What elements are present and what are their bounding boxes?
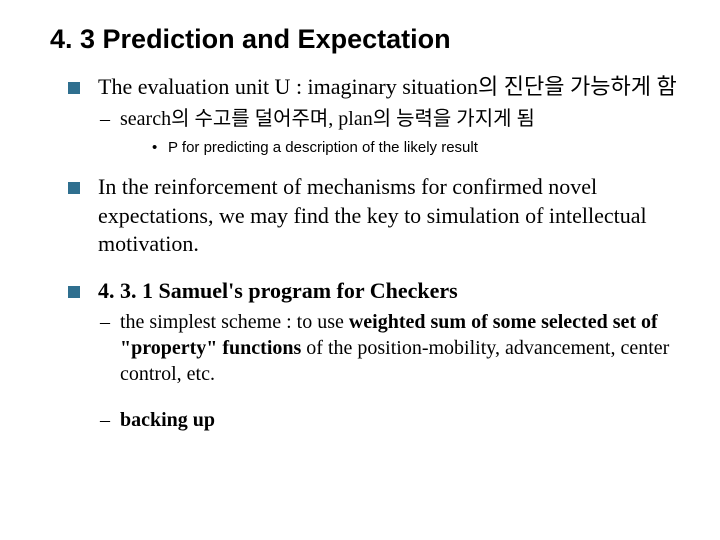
slide-root: 4. 3 Prediction and Expectation The eval… xyxy=(0,0,720,540)
bullet-level1: 4. 3. 1 Samuel's program for Checkers xyxy=(60,277,690,306)
bullet-text: backing up xyxy=(120,409,215,431)
bullet-level3: P for predicting a description of the li… xyxy=(60,138,690,158)
bullet-text: In the reinforcement of mechanisms for c… xyxy=(98,174,647,256)
bullet-text: P for predicting a description of the li… xyxy=(168,139,478,156)
bullet-level2: the simplest scheme : to use weighted su… xyxy=(60,309,690,387)
bullet-level1: The evaluation unit U : imaginary situat… xyxy=(60,73,690,102)
bullet-rich-text: the simplest scheme : to use weighted su… xyxy=(120,311,669,385)
bullet-level2: search의 수고를 덜어주며, plan의 능력을 가지게 됨 xyxy=(60,106,690,132)
slide-body: The evaluation unit U : imaginary situat… xyxy=(60,73,690,433)
bullet-text: 4. 3. 1 Samuel's program for Checkers xyxy=(98,278,458,303)
spacer xyxy=(60,391,690,405)
square-bullet-icon xyxy=(68,182,80,194)
bullet-level1: In the reinforcement of mechanisms for c… xyxy=(60,173,690,259)
square-bullet-icon xyxy=(68,286,80,298)
spacer xyxy=(60,263,690,277)
slide-title: 4. 3 Prediction and Expectation xyxy=(50,24,690,55)
square-bullet-icon xyxy=(68,82,80,94)
bullet-text: The evaluation unit U : imaginary situat… xyxy=(98,74,677,99)
bullet-level2: backing up xyxy=(60,407,690,433)
bullet-text: search의 수고를 덜어주며, plan의 능력을 가지게 됨 xyxy=(120,108,535,130)
